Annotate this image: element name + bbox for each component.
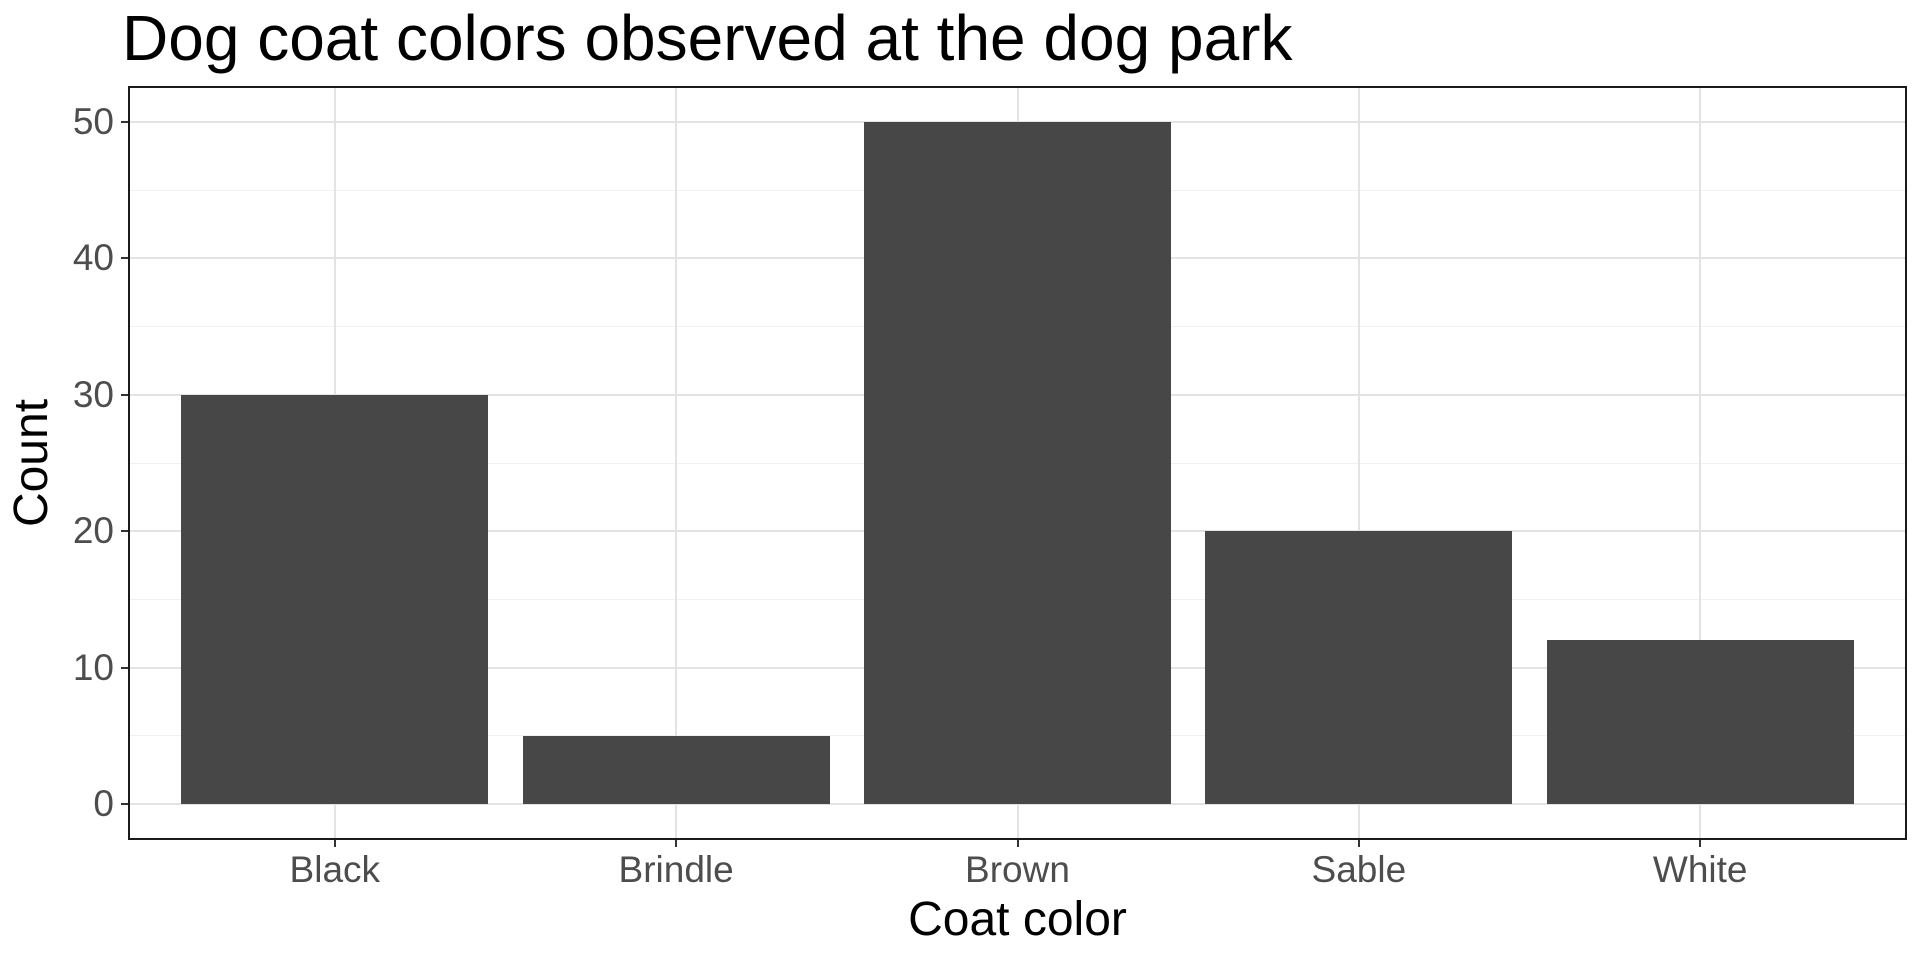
- y-axis-tick: [121, 530, 130, 533]
- x-axis-tick: [333, 838, 336, 847]
- y-tick-label: 0: [93, 782, 114, 824]
- y-axis-tick: [121, 802, 130, 805]
- x-axis-title: Coat color: [908, 893, 1127, 946]
- x-axis-tick: [1699, 838, 1702, 847]
- gridline-major-vertical: [1699, 88, 1702, 838]
- x-axis-tick: [675, 838, 678, 847]
- y-tick-label: 50: [72, 101, 114, 143]
- y-axis-tick: [121, 666, 130, 669]
- chart-title: Dog coat colors observed at the dog park: [122, 2, 1293, 74]
- x-axis-tick: [1357, 838, 1360, 847]
- bar-black: [181, 394, 489, 804]
- x-axis-tick: [1016, 838, 1019, 847]
- bar-brown: [863, 122, 1172, 804]
- gridline-major-vertical: [675, 88, 678, 838]
- y-axis-tick: [121, 121, 130, 124]
- bar-white: [1546, 640, 1854, 804]
- y-axis-tick: [121, 393, 130, 396]
- y-tick-label: 20: [72, 510, 114, 552]
- y-axis-title: Count: [5, 398, 58, 528]
- x-tick-label: Brown: [965, 849, 1070, 890]
- y-tick-label: 30: [72, 373, 114, 415]
- y-tick-label: 10: [72, 646, 114, 688]
- x-tick-label: White: [1652, 849, 1748, 890]
- x-tick-label: Black: [289, 849, 381, 890]
- y-axis-tick: [121, 257, 130, 260]
- x-tick-label: Sable: [1311, 849, 1407, 890]
- bar-sable: [1205, 531, 1513, 804]
- bar-brindle: [522, 735, 830, 804]
- x-tick-label: Brindle: [618, 849, 734, 890]
- gridline-major-vertical: [1357, 88, 1360, 838]
- y-tick-label: 40: [72, 237, 114, 279]
